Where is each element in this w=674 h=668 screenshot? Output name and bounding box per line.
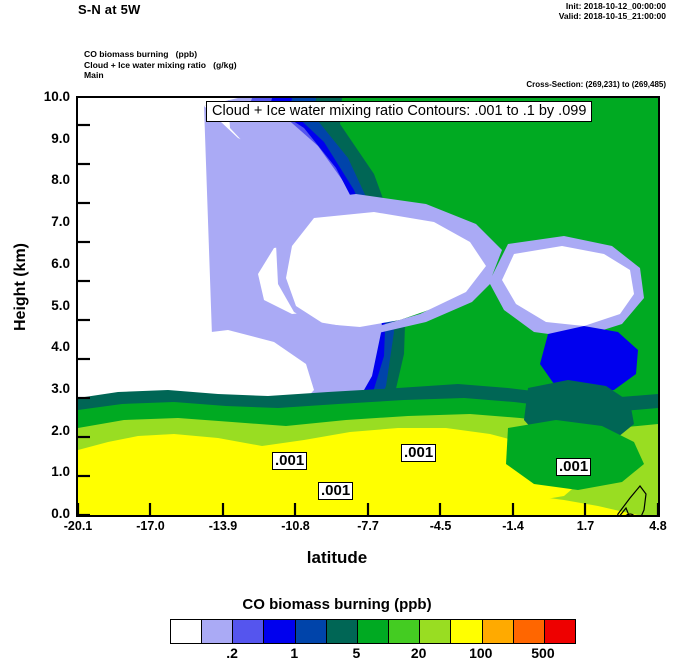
colorbar-tick-label: 5 [352, 645, 361, 661]
colorbar-cell [357, 620, 390, 643]
x-tick-label: -17.0 [136, 519, 165, 533]
contour-label: .001 [318, 482, 354, 500]
variable-line-1: CO biomass burning (ppb) [84, 49, 198, 59]
page-title: S-N at 5W [78, 2, 141, 17]
colorbar-tick-label: 100 [469, 645, 493, 661]
y-tick-label: 7.0 [51, 214, 70, 230]
y-tick-label: 5.0 [51, 297, 70, 313]
y-tick-label: 10.0 [43, 89, 70, 104]
colorbar-tick-label: 500 [531, 645, 555, 661]
y-tick-label: 6.0 [51, 255, 70, 271]
colorbar [170, 619, 576, 644]
y-tick-label: 1.0 [51, 464, 70, 480]
contour-label-text: .001 [321, 482, 351, 499]
y-tick-label: 2.0 [51, 422, 70, 438]
contour-label-text: .001 [275, 452, 305, 469]
filled-contour-field [78, 98, 658, 515]
colorbar-tick-label: 1 [290, 645, 299, 661]
x-tick-label: -20.1 [63, 519, 93, 533]
y-axis-ticks: 0.0 1.0 2.0 3.0 4.0 5.0 6.0 7.0 8.0 9.0 10.0 [20, 0, 70, 668]
colorbar-tick-label: .2 [226, 645, 238, 661]
x-tick-label: -13.9 [208, 519, 238, 533]
colorbar-cell [389, 620, 421, 643]
y-tick-label: 3.0 [51, 380, 70, 396]
plot-frame [76, 96, 660, 517]
colorbar-cell [326, 620, 358, 643]
colorbar-tick-label: 20 [410, 645, 427, 661]
y-tick-label: 8.0 [51, 172, 70, 188]
variable-legend: CO biomass burning (ppb) Cloud + Ice wat… [84, 49, 237, 81]
x-tick-label: 4.8 [649, 519, 667, 533]
colorbar-cell [295, 620, 327, 643]
colorbar-cell [544, 620, 576, 643]
contour-title-text: Cloud + Ice water mixing ratio Contours:… [212, 103, 587, 119]
colorbar-cell [233, 620, 265, 643]
colorbar-cell [202, 620, 234, 643]
contour-title-box: Cloud + Ice water mixing ratio Contours:… [206, 101, 593, 122]
colorbar-cell [513, 620, 545, 643]
contour-label: .001 [272, 452, 308, 470]
x-tick-label: -10.8 [281, 519, 310, 533]
colorbar-cell [420, 620, 452, 643]
contour-label: .001 [401, 444, 437, 462]
contour-label-text: .001 [404, 444, 434, 461]
y-tick-marks [78, 123, 90, 515]
x-tick-marks [78, 503, 658, 515]
contour-plot [78, 98, 658, 515]
cross-section-label: Cross-Section: (269,231) to (269,485) [526, 80, 666, 89]
valid-time-label: Valid: 2018-10-15_21:00:00 [558, 11, 666, 21]
x-tick-label: 1.7 [576, 519, 595, 533]
x-axis-label: latitude [306, 548, 368, 567]
colorbar-title: CO biomass burning (ppb) [242, 596, 432, 613]
cloud-ice-contour-lines [617, 485, 647, 515]
y-tick-label: 0.0 [51, 506, 70, 521]
y-tick-label: 4.0 [51, 339, 70, 355]
variable-line-3: Main [84, 70, 104, 81]
colorbar-cell [451, 620, 483, 643]
colorbar-cell [264, 620, 296, 643]
colorbar-cell [482, 620, 514, 643]
x-tick-label: -4.5 [429, 519, 452, 533]
x-tick-label: -1.4 [502, 519, 524, 533]
variable-line-2: Cloud + Ice water mixing ratio (g/kg) [84, 59, 237, 70]
right-blue-finger [540, 326, 638, 394]
contour-label: .001 [556, 458, 592, 476]
colorbar-ticks: .2 1 5 20 100 500 [0, 645, 674, 667]
x-axis-ticks: -20.1 -17.0 -13.9 -10.8 -7.7 -4.5 -1.4 1.7 4.8 [0, 519, 674, 539]
contour-label-text: .001 [559, 458, 589, 475]
init-time-label: Init: 2018-10-12_00:00:00 [565, 1, 666, 11]
y-tick-label: 9.0 [51, 130, 70, 146]
colorbar-cell [171, 620, 203, 643]
x-tick-label: -7.7 [357, 519, 379, 533]
